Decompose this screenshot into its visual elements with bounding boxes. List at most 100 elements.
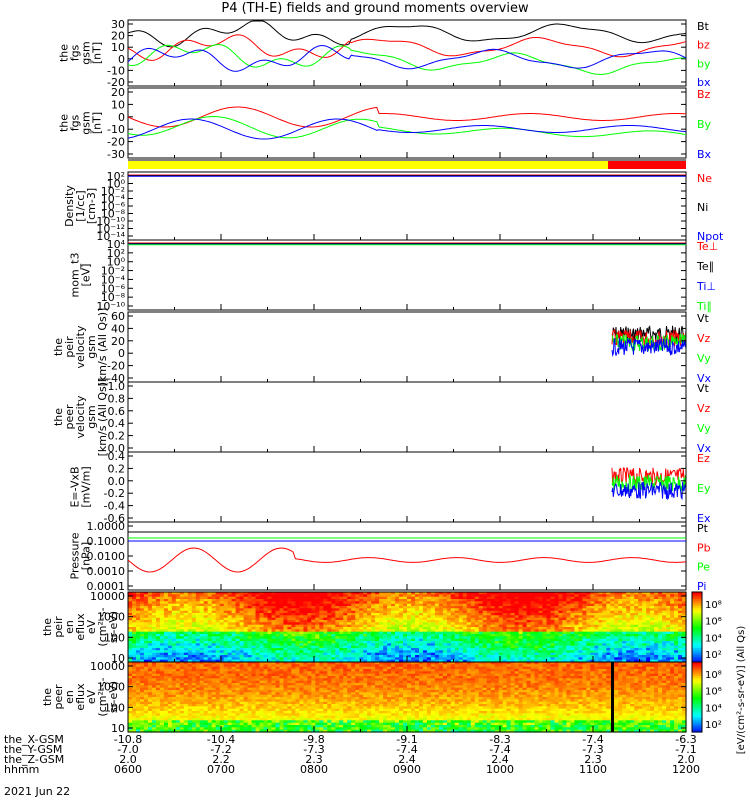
legend-Te∥: Te∥ bbox=[696, 260, 714, 273]
y-tick-label: 0.0 bbox=[108, 475, 126, 488]
x-tick-label: 2.0 bbox=[677, 753, 695, 766]
y-tick-label: 10² bbox=[107, 170, 125, 183]
y-tick-label: 0.0 bbox=[108, 442, 126, 455]
legend-Bx: Bx bbox=[697, 148, 712, 161]
x-tick-label: 2.4 bbox=[491, 753, 509, 766]
y-tick-label: -10 bbox=[107, 64, 125, 77]
x-tick-label: 0600 bbox=[114, 763, 142, 776]
y-axis-label: [nPa] bbox=[80, 542, 93, 570]
p1-bz-series-line bbox=[127, 34, 687, 61]
panel-frame bbox=[127, 451, 687, 523]
y-tick-label: 10⁰ bbox=[107, 256, 126, 269]
y-tick-label: -10 bbox=[107, 123, 125, 136]
y-axis-label: (cm²-s- bbox=[96, 677, 109, 716]
y-tick-label: 0.2 bbox=[108, 430, 126, 443]
y-axis-label: Pressure bbox=[69, 532, 82, 579]
y-axis-label: eV bbox=[85, 619, 98, 634]
y-axis-label: fgs bbox=[69, 114, 82, 131]
colorbar-tick-label: 10⁶ bbox=[705, 687, 722, 698]
y-tick-label: 20 bbox=[111, 30, 125, 43]
legend-Pt: Pt bbox=[697, 522, 709, 535]
y-tick-label: 40 bbox=[111, 322, 125, 335]
x-tick-label: 0700 bbox=[207, 763, 235, 776]
x-tick-label: -9.1 bbox=[396, 733, 417, 746]
y-axis-label: eV bbox=[85, 689, 98, 704]
y-tick-label: 10 bbox=[111, 98, 125, 111]
y-tick-label: -40 bbox=[107, 372, 125, 385]
y-tick-label: 1000 bbox=[97, 611, 125, 624]
legend-Pe: Pe bbox=[697, 561, 710, 574]
y-axis-label: [nT] bbox=[91, 112, 104, 134]
colorbar: 10⁸ 10⁶ 10⁴ 10² bbox=[691, 591, 722, 663]
y-tick-label: -0.6 bbox=[104, 512, 125, 525]
p2-By-series-line bbox=[127, 115, 687, 139]
y-axis-label: mom_t3 bbox=[69, 253, 82, 298]
x-tick-label: -9.8 bbox=[303, 733, 324, 746]
legend-Ni: Ni bbox=[697, 201, 708, 214]
panel-frame bbox=[127, 171, 687, 241]
y-axis-label: peer bbox=[52, 684, 65, 710]
y-axis-label: the bbox=[41, 618, 54, 636]
x-tick-label: 1200 bbox=[672, 763, 700, 776]
y-axis-label: peer bbox=[63, 404, 76, 430]
y-tick-label: 10⁻¹⁰ bbox=[96, 300, 125, 313]
x-tick-label: -7.1 bbox=[675, 743, 696, 756]
x-tick-label: -10.4 bbox=[207, 733, 235, 746]
y-tick-label: 10⁻² bbox=[101, 185, 125, 198]
y-tick-label: 10⁴ bbox=[107, 238, 126, 251]
x-axis-row-label: the_X-GSM bbox=[4, 733, 64, 746]
y-tick-label: -20 bbox=[107, 136, 125, 149]
p1-by-series-line bbox=[127, 43, 687, 76]
p8-Pb-series-line bbox=[127, 547, 687, 573]
x-tick-label: -7.3 bbox=[582, 743, 603, 756]
legend-Ey: Ey bbox=[697, 482, 711, 495]
x-tick-label: 2.3 bbox=[305, 753, 323, 766]
legend-Vt: Vt bbox=[697, 312, 710, 325]
p1-bx-series-line bbox=[127, 45, 687, 72]
y-axis-label: the bbox=[52, 408, 65, 426]
x-tick-label: -7.2 bbox=[210, 743, 231, 756]
p7-Ez-series-line bbox=[611, 467, 687, 487]
legend-Pi: Pi bbox=[697, 580, 706, 593]
y-axis-label: the bbox=[52, 338, 65, 356]
panel-frame bbox=[127, 311, 687, 383]
panel-frame bbox=[127, 239, 687, 311]
x-tick-label: 0900 bbox=[393, 763, 421, 776]
colorbar-tick-label: 10² bbox=[705, 650, 722, 661]
colorbar-label: [eV/(cm²-s-sr-eV)] (All Qs) bbox=[736, 626, 747, 755]
legend-By: By bbox=[697, 118, 712, 131]
y-tick-label: 0.4 bbox=[108, 417, 126, 430]
y-tick-label: 1.0 bbox=[108, 380, 126, 393]
y-tick-label: 10⁻¹⁴ bbox=[96, 230, 125, 243]
x-tick-label: 1000 bbox=[486, 763, 514, 776]
legend-Bz: Bz bbox=[697, 88, 711, 101]
y-tick-label: 10² bbox=[107, 247, 125, 260]
legend-Ti⊥: Ti⊥ bbox=[696, 280, 716, 293]
figure-title: P4 (TH-E) fields and ground moments over… bbox=[221, 1, 529, 16]
y-tick-label: 0 bbox=[118, 347, 125, 360]
y-tick-label: 10⁻¹² bbox=[96, 223, 125, 236]
colorbar: 10⁸ 10⁶ 10⁴ 10² bbox=[691, 661, 722, 733]
x-axis-row-label: the_Y-GSM bbox=[4, 743, 62, 756]
legend-by: by bbox=[697, 57, 711, 70]
x-tick-label: 2.3 bbox=[584, 753, 602, 766]
y-tick-label: 10⁻⁴ bbox=[101, 273, 126, 286]
y-axis-label: peir bbox=[52, 616, 65, 638]
p1-Bt-series-line bbox=[127, 20, 687, 48]
legend-Bt: Bt bbox=[697, 20, 710, 33]
y-axis-label: velocity bbox=[74, 395, 87, 438]
colorbar-tick-label: 10⁸ bbox=[705, 600, 722, 611]
y-axis-label: gsm bbox=[85, 335, 98, 358]
y-tick-label: 10⁰ bbox=[107, 178, 126, 191]
y-axis-label: [nT] bbox=[91, 42, 104, 64]
p2-Bz-series-line bbox=[127, 106, 687, 128]
y-axis-label: Density bbox=[63, 185, 76, 227]
x-tick-label: -8.3 bbox=[489, 733, 510, 746]
legend-bz: bz bbox=[697, 39, 710, 52]
y-tick-label: 20 bbox=[111, 335, 125, 348]
x-tick-label: 0800 bbox=[300, 763, 328, 776]
